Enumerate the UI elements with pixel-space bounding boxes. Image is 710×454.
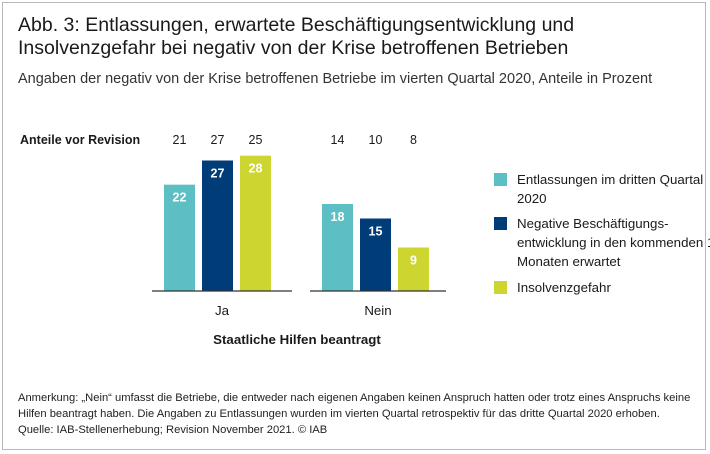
category-label-nein: Nein bbox=[364, 303, 391, 318]
footnote-source: Quelle: IAB-Stellenerhebung; Revision No… bbox=[18, 424, 328, 436]
legend-swatch-entlassungen bbox=[494, 173, 507, 186]
pre-revision-value-ja-entlassungen: 21 bbox=[173, 133, 187, 147]
legend-item-beschaeftigung: Negative Beschäftigungs-entwicklung in d… bbox=[494, 214, 710, 271]
footnote-note: Anmerkung: „Nein“ umfasst die Betriebe, … bbox=[18, 392, 691, 420]
bar-nein-insolvenz bbox=[398, 247, 429, 291]
chart-title: Abb. 3: Entlassungen, erwartete Beschäft… bbox=[18, 14, 575, 59]
data-label-ja-entlassungen: 22 bbox=[173, 191, 187, 205]
legend-item-entlassungen: Entlassungen im dritten Quartal 2020 bbox=[494, 170, 710, 208]
footnote: Anmerkung: „Nein“ umfasst die Betriebe, … bbox=[18, 390, 708, 438]
bar-ja-insolvenz bbox=[240, 155, 271, 291]
legend-item-insolvenz: Insolvenzgefahr bbox=[494, 278, 710, 297]
x-axis-title: Staatliche Hilfen beantragt bbox=[213, 332, 381, 347]
bar-nein-beschaeftigung bbox=[360, 218, 391, 291]
legend-swatch-insolvenz bbox=[494, 281, 507, 294]
pre-revision-label: Anteile vor Revision bbox=[20, 133, 140, 147]
legend-label-insolvenz: Insolvenzgefahr bbox=[517, 280, 611, 295]
legend-label-beschaeftigung: Negative Beschäftigungs-entwicklung in d… bbox=[517, 216, 710, 269]
pre-revision-value-nein-beschaeftigung: 10 bbox=[369, 133, 383, 147]
pre-revision-value-ja-insolvenz: 25 bbox=[249, 133, 263, 147]
legend-label-entlassungen: Entlassungen im dritten Quartal 2020 bbox=[517, 172, 704, 206]
data-label-ja-beschaeftigung: 27 bbox=[211, 167, 225, 181]
legend-swatch-beschaeftigung bbox=[494, 217, 507, 230]
data-label-ja-insolvenz: 28 bbox=[249, 162, 263, 176]
pre-revision-value-nein-insolvenz: 8 bbox=[410, 133, 417, 147]
pre-revision-value-ja-beschaeftigung: 27 bbox=[211, 133, 225, 147]
chart-frame bbox=[2, 2, 706, 450]
data-label-nein-entlassungen: 18 bbox=[331, 210, 345, 224]
data-label-nein-insolvenz: 9 bbox=[410, 254, 417, 268]
pre-revision-value-nein-entlassungen: 14 bbox=[331, 133, 345, 147]
data-label-nein-beschaeftigung: 15 bbox=[369, 225, 383, 239]
category-label-ja: Ja bbox=[215, 303, 230, 318]
bar-nein-entlassungen bbox=[322, 204, 353, 291]
bar-ja-beschaeftigung bbox=[202, 160, 233, 291]
chart-subtitle: Angaben der negativ von der Krise betrof… bbox=[18, 71, 653, 87]
bar-ja-entlassungen bbox=[164, 184, 195, 291]
